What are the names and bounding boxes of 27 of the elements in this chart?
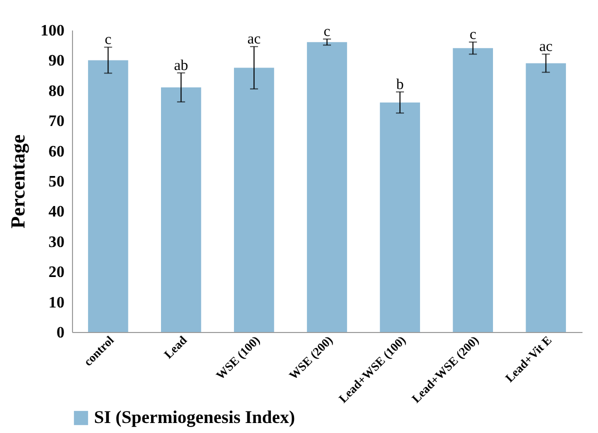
y-tick-label: 100 <box>40 22 64 40</box>
y-tick-label: 10 <box>48 294 64 312</box>
annotation: c <box>324 24 331 40</box>
y-tick-label: 70 <box>48 113 64 130</box>
annotation: ab <box>174 58 188 74</box>
y-tick-label: 40 <box>48 204 64 221</box>
annotation: ac <box>247 32 262 48</box>
bar <box>380 102 420 332</box>
y-tick-label: 20 <box>48 264 64 282</box>
y-tick-label: 90 <box>48 52 64 70</box>
bar <box>161 87 202 332</box>
y-tick-label: 0 <box>56 324 64 342</box>
bar <box>452 48 493 332</box>
annotation: c <box>470 27 477 44</box>
legend-label: SI (Spermiogenesis Index) <box>94 407 296 427</box>
bar <box>306 42 348 332</box>
bar <box>526 63 566 332</box>
y-tick-label: 60 <box>48 143 64 160</box>
y-axis-title: Percentage <box>8 134 30 229</box>
y-tick-label: 30 <box>48 234 64 251</box>
annotation: c <box>104 32 112 48</box>
bar <box>88 60 128 332</box>
annotation: ac <box>539 39 553 56</box>
bar <box>234 68 274 332</box>
annotation: b <box>396 76 404 93</box>
y-tick-label: 50 <box>48 174 64 190</box>
y-tick-label: 80 <box>48 82 64 100</box>
